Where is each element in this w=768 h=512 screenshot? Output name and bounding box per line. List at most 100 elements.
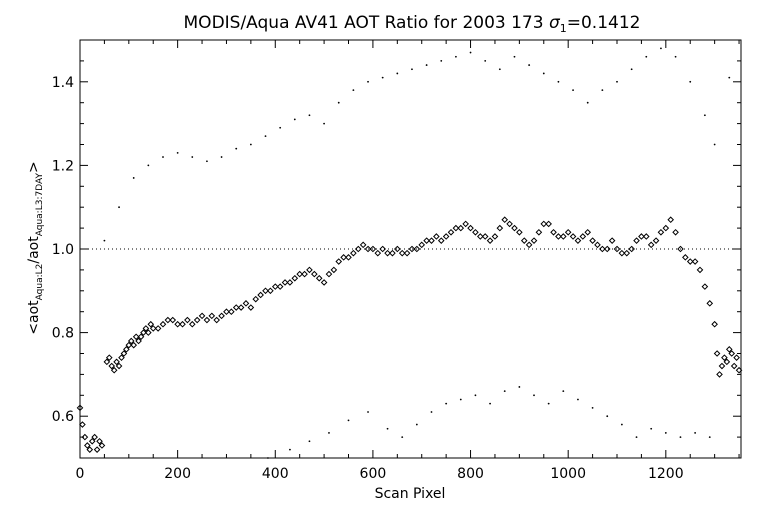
upper-sigma-point	[206, 160, 208, 163]
mean-point	[555, 233, 562, 240]
mean-point	[657, 228, 665, 236]
mean-point	[340, 254, 347, 261]
lower-sigma-point	[679, 436, 682, 438]
mean-point	[682, 254, 689, 261]
lower-sigma-point	[503, 390, 506, 393]
mean-point	[184, 316, 191, 324]
lower-sigma-point	[694, 432, 697, 434]
mean-point	[613, 245, 621, 253]
upper-sigma-point	[396, 72, 399, 75]
mean-point	[198, 312, 206, 320]
mean-point	[174, 320, 181, 328]
mean-point	[123, 346, 130, 353]
mean-point	[232, 304, 240, 311]
y-axis-title-prefix: <aot	[26, 300, 42, 335]
lower-sigma-point	[547, 402, 550, 405]
mean-point	[413, 245, 421, 253]
mean-point	[213, 316, 220, 324]
mean-point	[76, 404, 84, 412]
mean-point	[594, 241, 601, 249]
mean-point	[96, 437, 103, 445]
upper-sigma-point	[162, 156, 164, 158]
mean-point	[271, 283, 279, 290]
upper-sigma-point	[147, 164, 150, 167]
lower-sigma-point	[430, 411, 433, 413]
mean-point	[506, 220, 513, 228]
y-axis-title-mid: /aot	[26, 236, 42, 264]
x-tick-label: 600	[360, 466, 387, 482]
upper-sigma-point	[469, 51, 472, 54]
mean-point	[113, 358, 120, 366]
upper-sigma-point	[674, 55, 677, 58]
mean-point	[315, 274, 323, 282]
mean-point	[545, 220, 552, 228]
mean-point	[237, 304, 245, 311]
mean-point	[467, 224, 474, 232]
mean-point	[242, 300, 250, 307]
lower-sigma-point	[533, 394, 535, 397]
upper-sigma-point	[103, 239, 106, 242]
mean-point	[84, 442, 91, 449]
mean-point	[603, 245, 611, 253]
mean-point	[574, 237, 582, 244]
mean-point	[628, 245, 635, 253]
mean-point	[564, 228, 572, 236]
mean-point	[728, 350, 736, 357]
mean-point	[642, 233, 650, 240]
mean-point	[118, 354, 125, 361]
mean-point	[159, 320, 167, 328]
mean-point	[457, 224, 465, 232]
mean-point	[394, 245, 401, 253]
mean-point	[81, 433, 89, 441]
mean-point	[569, 233, 577, 240]
mean-point	[203, 316, 211, 324]
mean-point	[701, 283, 709, 290]
y-axis-title-sub2: Aqua:L3:7DAY	[35, 173, 45, 237]
lower-sigma-point	[562, 390, 565, 393]
upper-sigma-point	[645, 55, 648, 58]
upper-sigma-point	[557, 80, 560, 83]
mean-point	[188, 320, 196, 328]
mean-point	[608, 237, 616, 244]
mean-point	[345, 254, 352, 261]
plot-area: 0 200 400 600 800 1000 1200 0.6 0.8 1.0 1.2 1.4	[52, 39, 743, 482]
mean-point	[721, 354, 728, 361]
mean-point	[713, 350, 721, 357]
upper-sigma-point	[703, 114, 706, 117]
upper-sigma-point	[425, 64, 428, 66]
mean-point	[433, 233, 440, 240]
lower-sigma-point	[620, 423, 623, 426]
upper-sigma-point	[586, 101, 589, 104]
mean-point	[472, 228, 479, 236]
upper-sigma-point	[352, 89, 355, 92]
mean-point	[108, 362, 116, 370]
lower-sigma-point	[367, 411, 369, 413]
mean-point	[103, 358, 111, 366]
mean-point	[735, 366, 743, 374]
mean-point	[88, 437, 96, 445]
mean-point	[169, 316, 177, 324]
mean-point	[364, 245, 372, 253]
upper-sigma-point	[191, 156, 194, 158]
lower-sigma-point	[606, 415, 609, 418]
mean-point	[535, 228, 543, 236]
mean-point	[276, 283, 284, 290]
mean-point	[320, 279, 328, 286]
mean-point	[140, 329, 147, 336]
lower-sigma-point	[401, 436, 404, 438]
mean-point	[218, 312, 225, 320]
upper-sigma-point	[616, 80, 618, 83]
y-axis-title: <aotAqua:L2/aotAqua:L3:7DAY>	[26, 161, 45, 334]
upper-sigma-point	[235, 147, 238, 150]
mean-point	[511, 224, 518, 232]
chart-title-main: MODIS/Aqua AV41 AOT Ratio for 2003 173	[184, 13, 549, 33]
mean-point	[579, 233, 587, 240]
mean-point	[335, 258, 343, 265]
lower-sigma-point	[445, 402, 448, 405]
mean-point	[584, 228, 592, 236]
upper-sigma-point	[176, 151, 179, 154]
upper-sigma-point	[728, 76, 731, 79]
lower-sigma-point	[489, 402, 491, 405]
mean-point	[110, 366, 118, 374]
